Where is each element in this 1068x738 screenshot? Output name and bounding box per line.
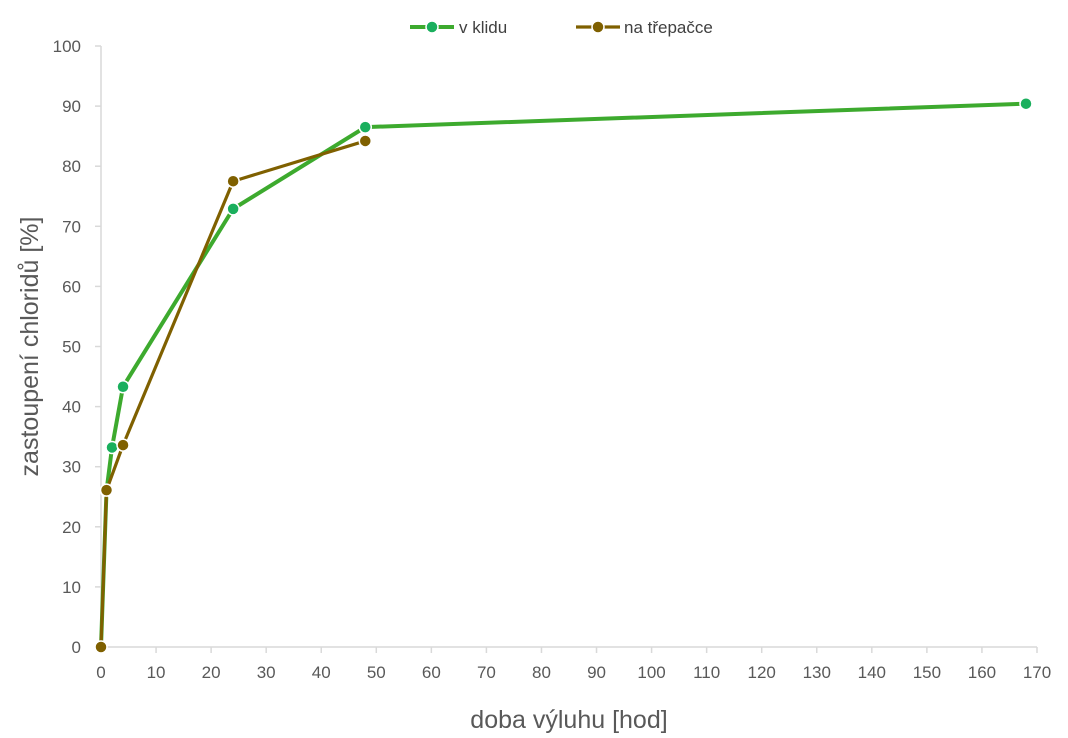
y-tick-label: 80 xyxy=(62,157,81,176)
data-point xyxy=(99,483,114,497)
x-tick-label: 100 xyxy=(637,663,665,682)
y-axis-ticks: 0 10 20 30 40 50 60 70 80 90 100 xyxy=(53,37,101,657)
x-tick-label: 140 xyxy=(858,663,886,682)
series-layer xyxy=(94,96,1033,654)
data-point xyxy=(105,440,119,455)
x-tick-label: 170 xyxy=(1023,663,1051,682)
legend: v klidu na třepačce xyxy=(410,18,713,37)
data-point xyxy=(94,640,108,654)
x-tick-label: 80 xyxy=(532,663,551,682)
data-point xyxy=(358,134,373,148)
y-tick-label: 20 xyxy=(62,518,81,537)
y-tick-label: 100 xyxy=(53,37,81,56)
data-point xyxy=(226,202,240,216)
y-tick-label: 70 xyxy=(62,217,81,236)
legend-marker xyxy=(425,20,439,34)
x-tick-label: 30 xyxy=(257,663,276,682)
series-line xyxy=(99,139,367,649)
data-point xyxy=(1019,96,1033,111)
data-point xyxy=(116,380,130,394)
data-point xyxy=(226,174,240,188)
x-tick-label: 130 xyxy=(803,663,831,682)
y-tick-label: 0 xyxy=(72,638,81,657)
legend-item-1: v klidu xyxy=(410,18,507,37)
x-tick-label: 90 xyxy=(587,663,606,682)
series-2 xyxy=(94,134,373,654)
axes: 0 10 20 30 40 50 60 70 80 90 100 110 120 130 140 150 160… xyxy=(16,37,1051,734)
x-tick-label: 160 xyxy=(968,663,996,682)
legend-marker xyxy=(591,20,605,34)
x-tick-label: 150 xyxy=(913,663,941,682)
y-tick-label: 10 xyxy=(62,578,81,597)
x-tick-label: 0 xyxy=(96,663,105,682)
legend-item-2: na třepačce xyxy=(576,18,713,37)
x-tick-label: 20 xyxy=(202,663,221,682)
legend-label: na třepačce xyxy=(624,18,713,37)
x-tick-label: 120 xyxy=(748,663,776,682)
y-axis-title: zastoupení chloridů [%] xyxy=(16,217,44,477)
x-tick-label: 40 xyxy=(312,663,331,682)
x-tick-label: 60 xyxy=(422,663,441,682)
y-tick-label: 60 xyxy=(62,277,81,296)
y-tick-label: 50 xyxy=(62,338,81,357)
x-tick-label: 10 xyxy=(147,663,166,682)
x-tick-label: 50 xyxy=(367,663,386,682)
legend-label: v klidu xyxy=(459,18,507,37)
y-tick-label: 40 xyxy=(62,398,81,417)
y-tick-label: 90 xyxy=(62,97,81,116)
x-tick-label: 110 xyxy=(693,663,720,682)
x-axis-title: doba výluhu [hod] xyxy=(470,706,667,733)
series-line xyxy=(99,101,1028,649)
data-point xyxy=(358,120,373,134)
data-point xyxy=(116,438,130,452)
x-tick-label: 70 xyxy=(477,663,496,682)
x-axis-ticks: 0 10 20 30 40 50 60 70 80 90 100 110 120 130 140 150 160… xyxy=(96,647,1051,682)
y-tick-label: 30 xyxy=(62,458,81,477)
